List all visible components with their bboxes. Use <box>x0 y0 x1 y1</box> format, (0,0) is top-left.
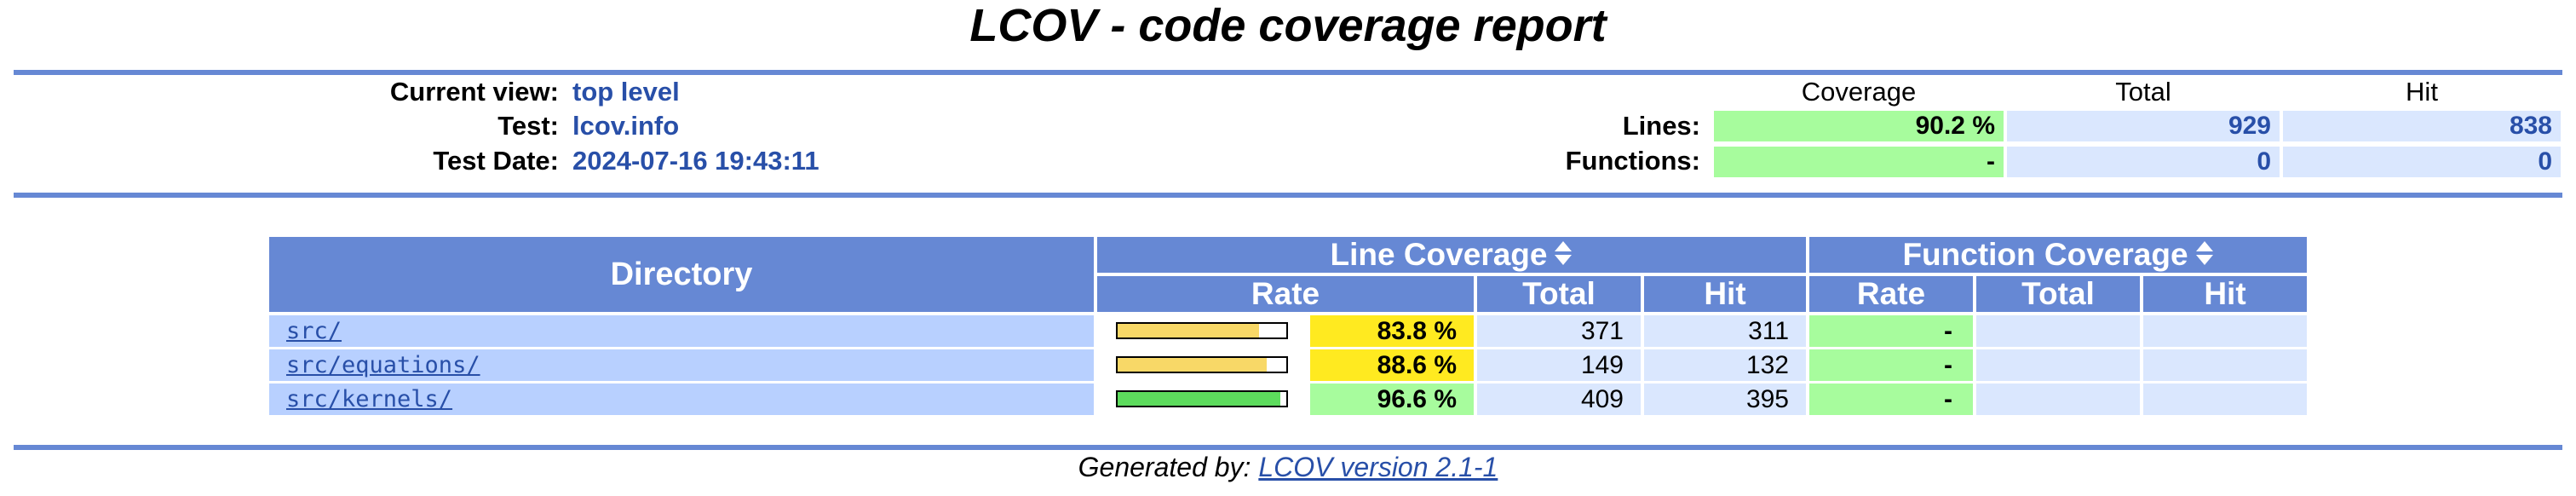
function-coverage-header[interactable]: Function Coverage <box>1809 237 2307 273</box>
sort-icon[interactable] <box>1554 239 1573 274</box>
current-view-label: Current view: <box>389 77 559 107</box>
footer-prefix: Generated by: <box>1078 452 1251 482</box>
functions-coverage-value: - <box>1714 147 2004 177</box>
line-coverage-header-label: Line Coverage <box>1330 237 1548 272</box>
directory-link[interactable]: src/kernels/ <box>286 386 453 412</box>
functions-label: Functions: <box>1565 146 1700 176</box>
coverage-bar <box>1116 322 1288 339</box>
line-rate-header: Rate <box>1097 276 1474 312</box>
coverage-bar-fill <box>1118 392 1281 406</box>
test-value: lcov.info <box>572 111 680 141</box>
lines-total-value: 929 <box>2007 111 2280 141</box>
coverage-bar-cell <box>1097 315 1307 347</box>
function-hit-value <box>2143 384 2307 415</box>
line-coverage-header[interactable]: Line Coverage <box>1097 237 1806 273</box>
function-total-value <box>1976 384 2140 415</box>
test-date-label: Test Date: <box>433 146 559 176</box>
test-label: Test: <box>497 111 559 141</box>
current-view-value: top level <box>572 77 680 107</box>
line-total-value: 371 <box>1477 315 1641 347</box>
lines-coverage-value: 90.2 % <box>1714 111 2004 141</box>
table-row: src/equations/ <box>269 349 1094 381</box>
directory-column-header: Directory <box>269 237 1094 312</box>
coverage-bar-cell <box>1097 349 1307 381</box>
footer: Generated by: LCOV version 2.1-1 <box>0 450 2576 484</box>
function-rate-value: - <box>1809 384 1973 415</box>
table-row: src/kernels/ <box>269 384 1094 415</box>
function-total-value <box>1976 349 2140 381</box>
line-rate-value: 83.8 % <box>1310 315 1474 347</box>
line-hit-value: 132 <box>1644 349 1806 381</box>
test-date-value: 2024-07-16 19:43:11 <box>572 146 819 176</box>
coverage-bar <box>1116 356 1288 373</box>
function-rate-value: - <box>1809 315 1973 347</box>
line-total-value: 409 <box>1477 384 1641 415</box>
footer-divider <box>14 445 2562 450</box>
function-hit-value <box>2143 315 2307 347</box>
lines-hit-value: 838 <box>2283 111 2561 141</box>
function-rate-header: Rate <box>1809 276 1973 312</box>
page-title: LCOV - code coverage report <box>969 0 1607 51</box>
header-divider <box>14 193 2562 198</box>
coverage-bar <box>1116 390 1288 407</box>
functions-total-value: 0 <box>2007 147 2280 177</box>
lines-label: Lines: <box>1622 111 1700 141</box>
summary-total-header: Total <box>2115 77 2171 107</box>
directory-link[interactable]: src/equations/ <box>286 352 480 378</box>
line-rate-value: 96.6 % <box>1310 384 1474 415</box>
line-total-value: 149 <box>1477 349 1641 381</box>
line-hit-value: 311 <box>1644 315 1806 347</box>
function-hit-value <box>2143 349 2307 381</box>
directory-link[interactable]: src/ <box>286 318 342 344</box>
table-row: src/ <box>269 315 1094 347</box>
function-hit-header: Hit <box>2143 276 2307 312</box>
line-total-header: Total <box>1477 276 1641 312</box>
lcov-version-link[interactable]: LCOV version 2.1-1 <box>1258 452 1498 482</box>
line-hit-header: Hit <box>1644 276 1806 312</box>
function-rate-value: - <box>1809 349 1973 381</box>
line-rate-value: 88.6 % <box>1310 349 1474 381</box>
top-divider <box>14 70 2562 75</box>
summary-hit-header: Hit <box>2406 77 2438 107</box>
functions-hit-value: 0 <box>2283 147 2561 177</box>
coverage-bar-fill <box>1118 324 1259 337</box>
function-total-header: Total <box>1976 276 2140 312</box>
coverage-bar-fill <box>1118 358 1268 372</box>
line-hit-value: 395 <box>1644 384 1806 415</box>
function-coverage-header-label: Function Coverage <box>1902 237 2188 272</box>
summary-coverage-header: Coverage <box>1801 77 1917 107</box>
function-total-value <box>1976 315 2140 347</box>
sort-icon[interactable] <box>2195 239 2214 274</box>
coverage-bar-cell <box>1097 384 1307 415</box>
